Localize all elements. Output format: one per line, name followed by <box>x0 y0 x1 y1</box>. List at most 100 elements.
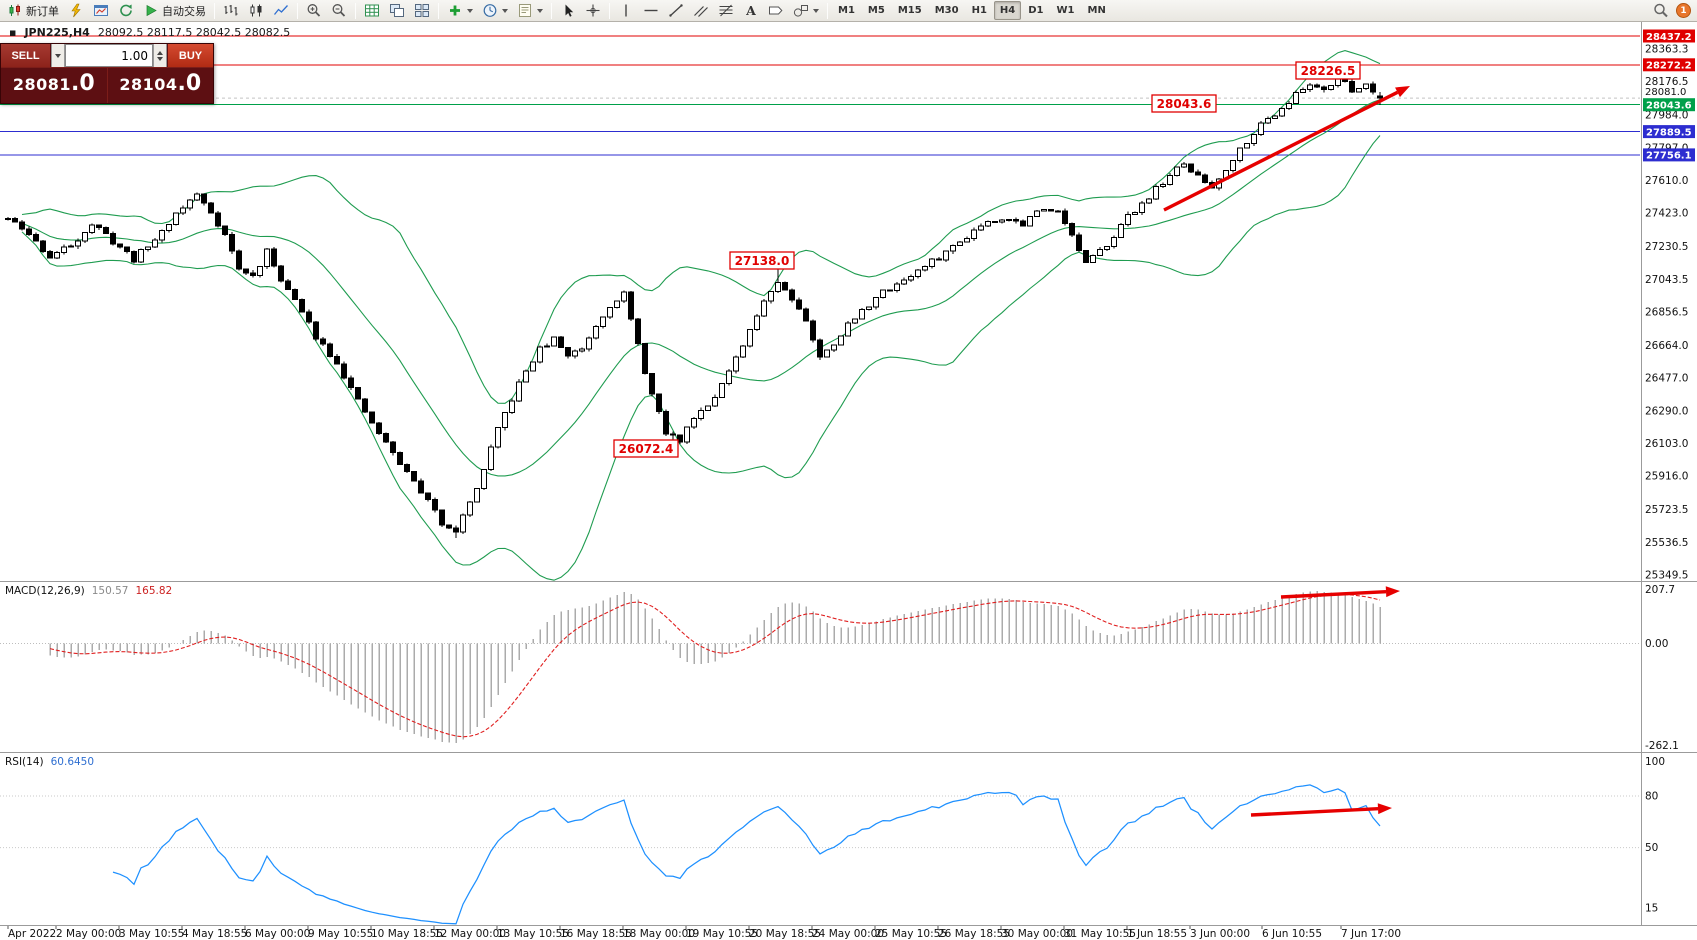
shapes-icon <box>793 3 809 18</box>
new-order-button[interactable]: 新订单 <box>3 1 63 20</box>
fibo-icon <box>718 3 734 18</box>
fibonacci-button[interactable] <box>714 1 738 20</box>
hline-icon <box>643 3 659 18</box>
svg-text:26477.0: 26477.0 <box>1645 373 1688 385</box>
timeframe-m1-button[interactable]: M1 <box>838 5 855 16</box>
candlestick-chart-button[interactable] <box>244 1 268 20</box>
price-annotation-box <box>613 439 679 458</box>
template-icon <box>517 3 533 18</box>
svg-text:16 May 18:55: 16 May 18:55 <box>560 928 632 940</box>
svg-text:26072.4: 26072.4 <box>619 442 674 456</box>
vertical-line-button[interactable] <box>614 1 638 20</box>
price-annotations[interactable]: 28226.5 28043.6 27138.0 26072.4 <box>613 61 1361 458</box>
cursor-icon <box>560 3 576 18</box>
main-toolbar: 新订单 自动交易 A M1 M5 M15 M30 H1 H4 D1 W1 MN <box>0 0 1697 22</box>
horizontal-line-button[interactable] <box>639 1 663 20</box>
autotrading-button[interactable]: 自动交易 <box>139 1 210 20</box>
caret-down-icon <box>467 8 473 13</box>
trend-arrows[interactable] <box>1163 86 1410 817</box>
zoom-out-button[interactable] <box>327 1 351 20</box>
equidistant-channel-button[interactable] <box>689 1 713 20</box>
tile-icon <box>389 3 405 18</box>
timeframe-h4-button[interactable]: H4 <box>993 1 1022 20</box>
svg-text:25349.5: 25349.5 <box>1645 569 1688 581</box>
timeframe-w1-button[interactable]: W1 <box>1056 5 1075 16</box>
svg-text:31 May 10:55: 31 May 10:55 <box>1064 928 1136 940</box>
tile-windows-button[interactable] <box>410 1 434 20</box>
trend-arrow-head <box>1377 803 1392 815</box>
svg-text:26856.5: 26856.5 <box>1645 306 1688 318</box>
svg-text:9 May 10:55: 9 May 10:55 <box>308 928 373 940</box>
pane-separators[interactable] <box>0 22 1697 926</box>
bar-chart-button[interactable] <box>219 1 243 20</box>
zoom-in-button[interactable] <box>302 1 326 20</box>
volume-spinner[interactable] <box>153 44 167 67</box>
timeframe-m15-button[interactable]: M15 <box>897 5 922 16</box>
auto-scroll-button[interactable] <box>360 1 384 20</box>
time-axis[interactable]: Apr 2022 2 May 00:003 May 10:554 May 18:5… <box>7 926 1401 940</box>
timeframe-mn-button[interactable]: MN <box>1087 5 1106 16</box>
trend-icon <box>668 3 684 18</box>
svg-text:28363.3: 28363.3 <box>1645 43 1688 55</box>
toolbar-separator <box>551 2 552 19</box>
add-indicator-button[interactable] <box>443 1 477 20</box>
macd-signal-value: 165.82 <box>135 585 173 597</box>
svg-text:12 May 00:00: 12 May 00:00 <box>434 928 506 940</box>
arrows-button[interactable] <box>764 1 788 20</box>
charts-window-button[interactable] <box>89 1 113 20</box>
svg-text:3 Jun 00:00: 3 Jun 00:00 <box>1190 928 1250 940</box>
text-button[interactable]: A <box>739 1 763 20</box>
shapes-button[interactable] <box>789 1 823 20</box>
linechart-icon <box>273 3 289 18</box>
crosshair-button[interactable] <box>581 1 605 20</box>
svg-text:26 May 18:55: 26 May 18:55 <box>938 928 1010 940</box>
trend-arrow <box>1163 90 1399 212</box>
svg-text:1 Jun 18:55: 1 Jun 18:55 <box>1127 928 1187 940</box>
caret-down-icon <box>537 8 543 13</box>
timeframe-m5-button[interactable]: M5 <box>867 5 885 16</box>
sell-price[interactable]: 28081.0 <box>12 71 95 96</box>
refresh-button[interactable] <box>114 1 138 20</box>
one-click-trading-panel: SELL BUY 28081.0 28104.0 <box>0 43 214 104</box>
line-chart-button[interactable] <box>269 1 293 20</box>
svg-text:27043.5: 27043.5 <box>1645 274 1688 286</box>
price-annotation-box <box>1295 61 1361 80</box>
price-axis[interactable]: 28363.328176.527984.027797.027610.027423… <box>1643 29 1695 914</box>
periods-button[interactable] <box>478 1 512 20</box>
volume-dropdown[interactable] <box>51 44 65 67</box>
svg-text:28226.5: 28226.5 <box>1301 64 1356 78</box>
svg-text:15: 15 <box>1645 902 1658 914</box>
button-label: 自动交易 <box>162 4 206 18</box>
svg-text:25 May 10:55: 25 May 10:55 <box>875 928 947 940</box>
sell-button[interactable]: SELL <box>1 44 51 67</box>
lightning-icon <box>68 3 84 18</box>
timeframe-m30-button[interactable]: M30 <box>934 5 959 16</box>
mql-community-icon[interactable] <box>64 1 88 20</box>
search-icon[interactable] <box>1653 3 1669 18</box>
horizontal-level-lines[interactable] <box>0 35 1640 156</box>
svg-text:24 May 00:00: 24 May 00:00 <box>812 928 884 940</box>
volume-input[interactable] <box>65 44 153 67</box>
cursor-button[interactable] <box>556 1 580 20</box>
svg-text:25723.5: 25723.5 <box>1645 504 1688 516</box>
caret-down-icon <box>55 53 61 58</box>
button-label: 新订单 <box>26 4 59 18</box>
svg-text:18 May 00:00: 18 May 00:00 <box>623 928 695 940</box>
trend-arrow <box>1280 590 1387 599</box>
trendline-button[interactable] <box>664 1 688 20</box>
svg-text:26664.0: 26664.0 <box>1645 340 1688 352</box>
grid-icon <box>364 3 380 18</box>
timeframe-h1-button[interactable]: H1 <box>971 5 987 16</box>
macd-name: MACD(12,26,9) <box>5 585 85 597</box>
label-icon <box>768 3 784 18</box>
buy-button[interactable]: BUY <box>167 44 213 67</box>
svg-text:28437.2: 28437.2 <box>1646 32 1692 43</box>
notification-badge[interactable]: 1 <box>1676 3 1691 18</box>
buy-price[interactable]: 28104.0 <box>106 68 214 103</box>
timeframe-d1-button[interactable]: D1 <box>1028 5 1044 16</box>
chart-shift-button[interactable] <box>385 1 409 20</box>
templates-button[interactable] <box>513 1 547 20</box>
svg-text:Apr 2022: Apr 2022 <box>8 928 56 940</box>
